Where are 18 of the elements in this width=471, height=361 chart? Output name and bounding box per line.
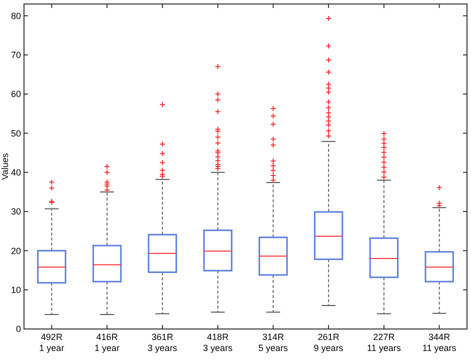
- y-tick-label: 50: [10, 128, 21, 138]
- x-tick-label: 227R 11 years: [367, 332, 402, 353]
- y-tick-label: 40: [10, 168, 21, 178]
- y-tick-label: 20: [10, 246, 21, 256]
- y-tick-label: 30: [10, 206, 21, 217]
- y-axis-title: Values: [0, 152, 10, 180]
- x-tick-label: 261R 9 years: [314, 332, 344, 353]
- x-tick-label: 314R 5 years: [258, 332, 288, 353]
- y-tick-label: 10: [10, 284, 21, 295]
- y-tick-label: 0: [16, 324, 21, 334]
- x-tick-label: 416R 1 year: [94, 332, 120, 353]
- x-tick-label: 492R 1 year: [39, 332, 64, 353]
- y-tick-label: 80: [10, 10, 21, 21]
- y-tick-label: 70: [10, 50, 21, 60]
- y-tick-label: 60: [10, 89, 21, 100]
- x-tick-label: 344R 11 years: [422, 332, 457, 353]
- x-tick-label: 361R 3 years: [148, 332, 178, 353]
- x-tick-label: 418R 3 years: [203, 332, 234, 353]
